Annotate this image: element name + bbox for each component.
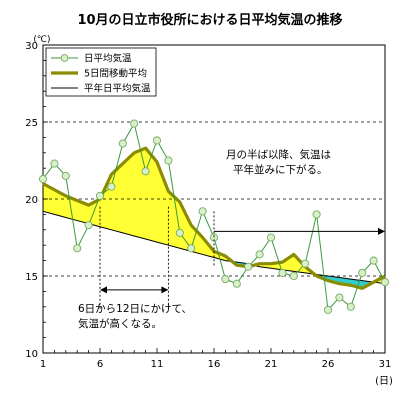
annotation-text-warm-period: 気温が高くなる。 <box>78 317 162 330</box>
fill-above-normal <box>43 148 385 284</box>
series-layer <box>38 119 390 314</box>
daily-point <box>289 271 298 281</box>
x-unit-label: (日) <box>375 376 393 387</box>
daily-point <box>84 221 93 230</box>
fill-below-normal <box>232 261 374 289</box>
daily-point <box>255 250 264 259</box>
x-tick-label: 11 <box>151 359 164 370</box>
daily-point <box>358 268 367 277</box>
daily-point <box>346 302 355 311</box>
daily-point <box>107 182 116 191</box>
y-tick-label: 20 <box>25 195 38 206</box>
daily-point <box>73 244 82 253</box>
chart-title: 10月の日立市役所における日平均気温の推移 <box>77 12 342 28</box>
x-tick-label: 6 <box>97 359 103 370</box>
daily-point <box>61 171 70 180</box>
daily-point <box>335 293 344 302</box>
x-tick-label: 31 <box>379 359 392 370</box>
legend-daily-marker-swatch <box>60 54 69 62</box>
daily-point <box>380 278 390 287</box>
x-tick-label: 26 <box>322 359 335 370</box>
daily-point <box>175 228 184 237</box>
annotation-arrowhead-right <box>161 286 169 294</box>
daily-point <box>50 159 59 168</box>
daily-point <box>152 136 162 145</box>
x-tick-label: 21 <box>265 359 278 370</box>
daily-point <box>130 119 139 128</box>
y-unit-label: (℃) <box>33 35 50 45</box>
y-tick-label: 15 <box>25 272 38 283</box>
annotation-text-late-month: 月の半ば以降、気温は <box>226 148 331 161</box>
legend-label: 平年日平均気温 <box>84 83 151 95</box>
daily-point <box>278 268 287 277</box>
legend-label: 日平均気温 <box>84 53 132 65</box>
daily-point <box>244 262 253 271</box>
daily-point <box>164 156 173 165</box>
daily-point <box>312 210 321 219</box>
daily-point <box>141 167 150 176</box>
annotation-text-late-month: 平年並みに下がる。 <box>233 163 328 176</box>
x-tick-label: 16 <box>208 359 221 370</box>
daily-point <box>221 275 230 284</box>
daily-point <box>323 305 333 314</box>
annotation-arrowhead-left <box>100 286 107 294</box>
y-tick-label: 30 <box>25 41 38 52</box>
x-tick-label: 1 <box>40 359 46 370</box>
plot-area <box>43 148 385 289</box>
daily-point <box>232 279 241 288</box>
daily-point <box>187 244 196 253</box>
y-tick-label: 10 <box>25 349 38 360</box>
legend-label: 5日間移動平均 <box>84 68 147 80</box>
daily-point <box>38 174 48 184</box>
daily-point <box>198 207 207 216</box>
daily-point <box>301 259 310 268</box>
annotation-arrowhead-right <box>378 227 385 235</box>
daily-point <box>118 139 127 148</box>
daily-point <box>95 191 105 200</box>
daily-point <box>369 256 378 265</box>
annotation-text-warm-period: 6日から12日にかけて、 <box>78 303 192 315</box>
daily-point <box>266 233 276 242</box>
y-tick-label: 25 <box>25 118 38 129</box>
